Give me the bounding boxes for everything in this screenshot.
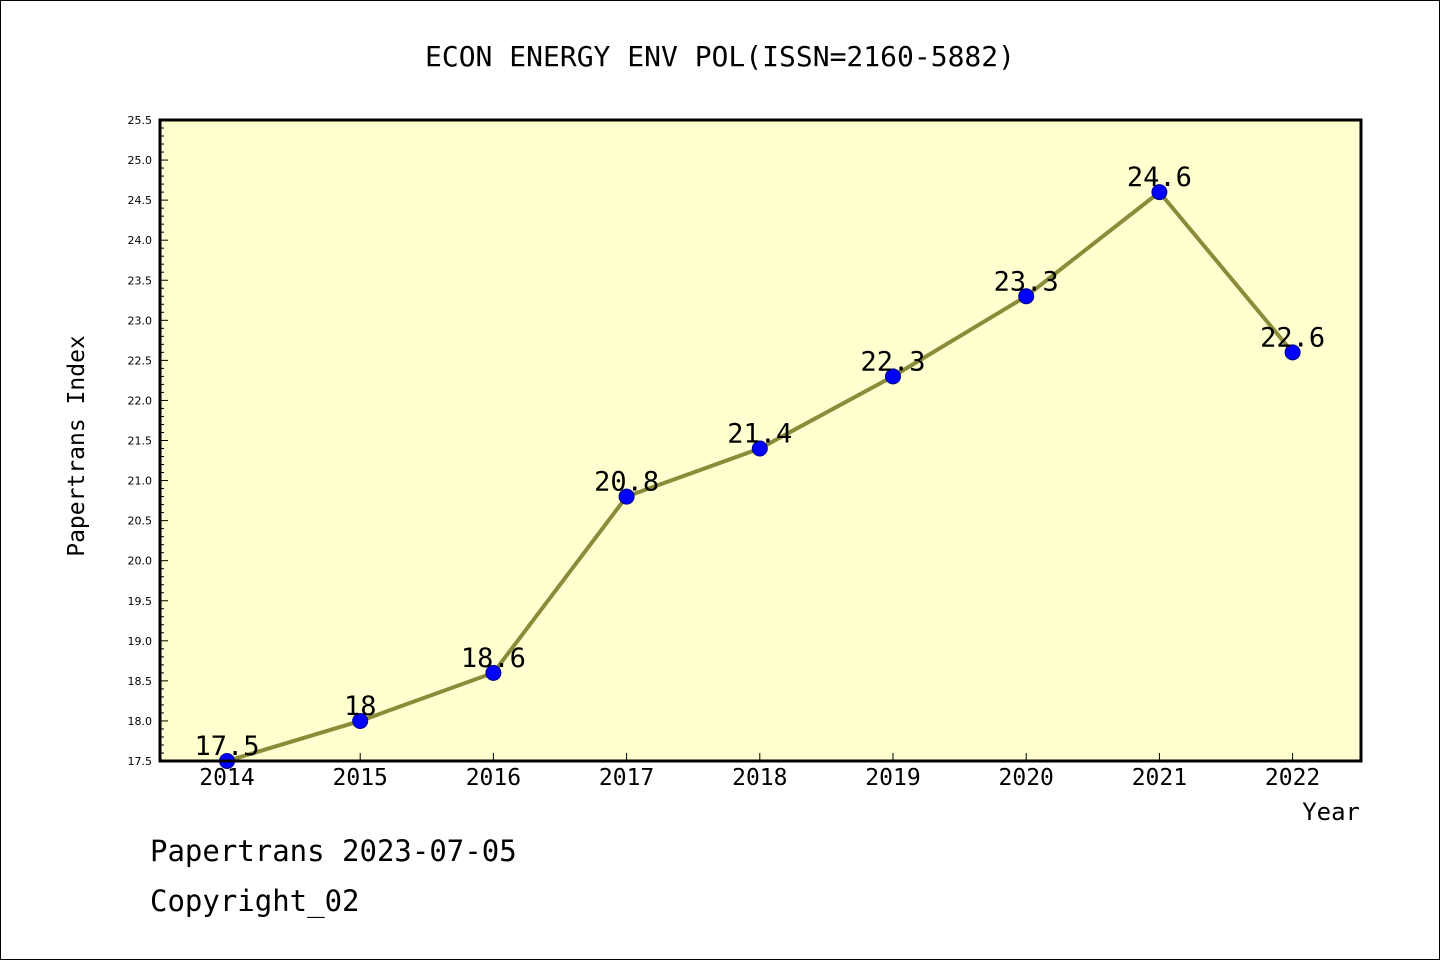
data-label: 20.8 — [594, 467, 659, 498]
y-tick-label: 18.5 — [128, 675, 153, 688]
x-tick-label: 2018 — [732, 765, 787, 791]
y-tick-label: 21.5 — [128, 435, 153, 448]
data-point — [352, 712, 369, 729]
x-tick-label: 2022 — [1265, 765, 1320, 791]
data-point — [618, 488, 635, 505]
y-tick-label: 21.0 — [128, 475, 153, 488]
y-tick-label: 18.0 — [128, 715, 153, 728]
x-tick-label: 2020 — [999, 765, 1054, 791]
data-label: 18 — [344, 691, 377, 722]
x-tick-label: 2019 — [865, 765, 920, 791]
data-point — [1151, 184, 1168, 201]
x-axis-label: Year — [1302, 798, 1360, 826]
data-label: 18.6 — [461, 643, 526, 674]
data-markers — [219, 184, 1301, 769]
data-point — [1018, 288, 1035, 305]
plot-area — [160, 120, 1361, 761]
y-tick-label: 23.5 — [128, 274, 153, 287]
source-line: Papertrans 2023-07-05 — [150, 834, 517, 868]
plot-border — [158, 118, 1363, 763]
y-tick-label: 22.0 — [128, 394, 153, 407]
y-tick-label: 25.0 — [128, 154, 153, 167]
data-point — [885, 368, 901, 385]
data-label: 22.3 — [860, 346, 925, 377]
x-tick-label: 2016 — [466, 765, 521, 791]
data-label: 24.6 — [1127, 162, 1192, 193]
data-point — [485, 664, 502, 681]
x-tick-label: 2021 — [1132, 765, 1187, 791]
y-tick-label: 25.5 — [128, 114, 153, 127]
y-tick-label: 22.5 — [128, 354, 153, 367]
y-tick-label: 24.5 — [128, 194, 153, 207]
y-tick-label: 20.0 — [128, 555, 153, 568]
y-tick-label: 24.0 — [128, 234, 153, 247]
x-tick-label: 2017 — [599, 765, 654, 791]
y-tick-label: 23.0 — [128, 314, 153, 327]
data-point — [1284, 344, 1301, 361]
data-label: 21.4 — [727, 419, 792, 450]
x-tick-label: 2014 — [199, 765, 254, 791]
y-axis-ticks: 17.5 18.0 18.5 19.0 19.5 20.0 20.5 21.0 21.5 22.0… — [128, 114, 168, 768]
data-label: 23.3 — [994, 266, 1059, 297]
data-label: 22.6 — [1260, 322, 1325, 353]
copyright-line: Copyright_02 — [150, 884, 360, 918]
data-labels: 17.5 18 18.6 20.8 21.4 22.3 23.3 24.6 22.6 — [194, 162, 1325, 762]
y-tick-label: 20.5 — [128, 515, 153, 528]
data-label: 17.5 — [194, 731, 259, 762]
data-point — [751, 440, 768, 457]
x-tick-label: 2015 — [333, 765, 388, 791]
y-tick-label: 17.5 — [128, 755, 153, 768]
chart-title: ECON ENERGY ENV POL(ISSN=2160-5882) — [425, 40, 1015, 73]
y-tick-label: 19.0 — [128, 635, 153, 648]
y-tick-label: 19.5 — [128, 595, 153, 608]
y-axis-label: Papertrans Index — [64, 335, 90, 557]
